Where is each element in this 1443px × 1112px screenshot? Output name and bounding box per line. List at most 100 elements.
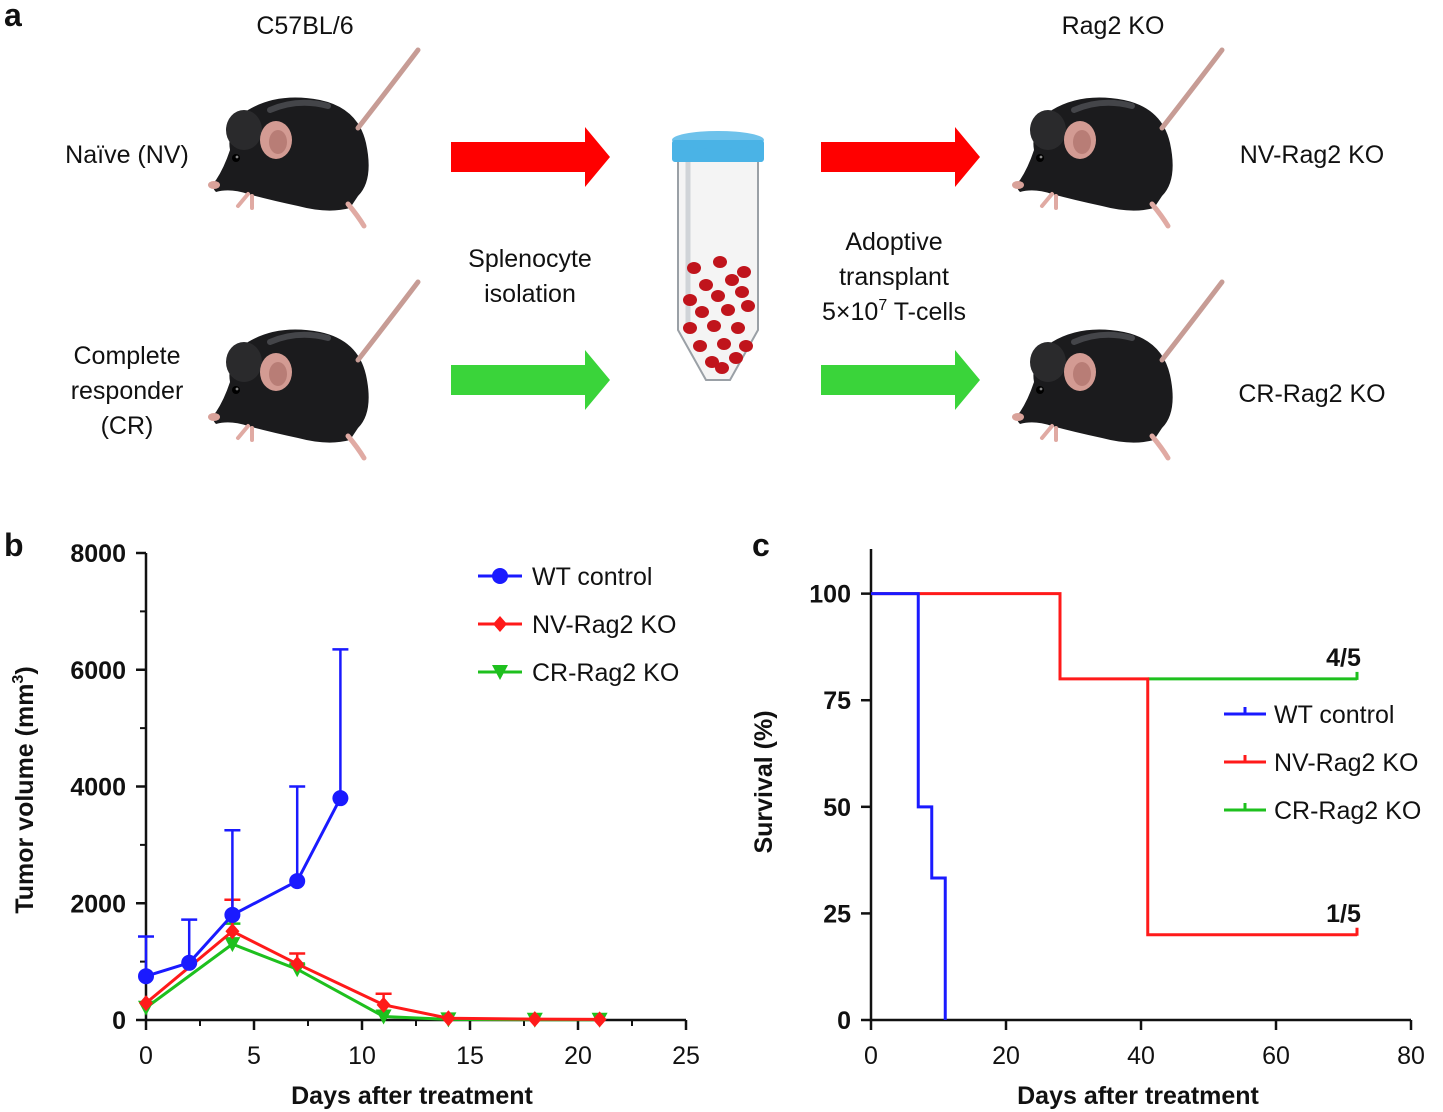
cell-6 [711,290,725,302]
b-series-nv-rag2-ko [139,898,607,1028]
cell-15 [717,338,731,350]
b-data-point [139,995,153,1012]
cell-10 [741,300,755,312]
panel-a-label: a [4,0,22,33]
b-x-tick-label: 10 [348,1042,376,1070]
b-data-point [224,937,241,953]
centrifuge-tube [672,131,764,381]
b-x-tick-label: 0 [139,1042,153,1070]
step2-line1: Adoptive [845,228,942,256]
c-y-tick-label: 25 [823,900,851,928]
recipient-group-cr-label: CR-Rag2 KO [1238,380,1385,408]
c-annotation: 4/5 [1326,644,1361,672]
c-legend-label: CR-Rag2 KO [1274,797,1421,825]
cell-0 [687,262,701,274]
b-y-tick-label: 4000 [70,774,126,802]
panel-a: a C57BL/6 Rag2 KO Naïve (NV) Complete re… [4,0,1386,458]
donor-group-nv-label: Naïve (NV) [65,141,189,169]
cell-17 [705,356,719,368]
cell-12 [707,320,721,332]
c-y-tick-label: 75 [823,687,851,715]
b-data-point [592,1011,607,1028]
donor-mouse-cr [208,282,418,458]
c-x-tick-label: 60 [1262,1042,1290,1070]
b-data-point [441,1010,456,1027]
b-x-axis-label: Days after treatment [291,1082,533,1110]
donor-group-cr-line3: (CR) [101,412,154,440]
b-x-tick-label: 15 [456,1042,484,1070]
b-y-tick-label: 8000 [70,540,126,568]
b-data-point [181,954,198,971]
panel-c-label: c [752,527,770,563]
cell-3 [699,279,713,291]
step1-line2: isolation [484,280,576,308]
c-x-axis-label: Days after treatment [1017,1082,1259,1110]
c-y-tick-label: 0 [837,1007,851,1035]
c-x-ticks: 0 20 40 60 80 [864,1020,1425,1070]
b-legend-marker [493,616,507,632]
b-data-point [224,906,241,923]
b-x-tick-label: 5 [247,1042,261,1070]
c-x-tick-label: 20 [992,1042,1020,1070]
donor-mouse-nv [208,50,418,226]
recipient-mouse-cr [1012,282,1222,458]
cell-7 [735,286,749,298]
c-x-tick-label: 40 [1127,1042,1155,1070]
recipient-strain-label: Rag2 KO [1062,12,1165,40]
cell-4 [725,274,739,286]
arrow-cr-isolation [451,350,610,410]
panel-b: b 0 5 10 15 20 25 0 2000 4000 6000 8000 Days afte… [4,527,700,1110]
c-annotation: 1/5 [1326,900,1361,928]
cell-13 [731,322,745,334]
recipient-group-nv-label: NV-Rag2 KO [1240,141,1385,169]
c-y-ticks: 0 25 50 75 100 [809,581,871,1035]
b-data-point [225,923,240,940]
donor-group-cr-line1: Complete [74,342,181,370]
panel-b-label: b [4,527,24,563]
cell-8 [695,306,709,318]
cell-1 [713,256,727,268]
b-legend-label: NV-Rag2 KO [532,611,677,639]
b-data-point [332,790,349,807]
b-legend-label: WT control [532,563,652,591]
arrow-nv-isolation [451,127,610,187]
c-survival-line-wt-control [871,592,947,1020]
step1-line1: Splenocyte [468,245,592,273]
b-data-point [138,968,154,985]
cell-9 [721,304,735,316]
b-data-point [289,873,306,890]
recipient-mouse-nv [1012,50,1222,226]
step2-line2: transplant [839,263,949,291]
b-data-point [375,1009,392,1025]
b-data-point [527,1011,542,1028]
b-series-group [138,648,608,1028]
c-y-tick-label: 100 [809,581,851,609]
c-legend-label: WT control [1274,701,1394,729]
b-series-line [145,942,600,1022]
b-data-point [290,955,305,972]
panel-c: c 0 20 40 60 80 0 25 50 75 100 Days after treatm… [750,527,1425,1110]
arrow-nv-transplant [821,127,980,187]
cell-19 [715,362,729,374]
cell-5 [683,294,697,306]
b-legend-label: CR-Rag2 KO [532,659,679,687]
donor-strain-label: C57BL/6 [256,12,353,40]
step2-dose: 5×107 T-cells [822,297,966,326]
c-y-tick-label: 50 [823,794,851,822]
cell-18 [729,352,743,364]
b-legend: WT control NV-Rag2 KO CR-Rag2 KO [478,563,679,687]
cell-14 [693,340,707,352]
b-y-tick-label: 0 [112,1007,126,1035]
c-annotations: 4/5 1/5 [1326,644,1361,928]
b-y-tick-label: 6000 [70,657,126,685]
c-x-tick-label: 0 [864,1042,878,1070]
c-series-group [871,592,1359,1020]
b-data-point [376,996,391,1013]
cell-11 [683,322,697,334]
b-y-axis-label: Tumor volume (mm3) [10,666,39,913]
c-legend: WT control NV-Rag2 KO CR-Rag2 KO [1224,701,1421,825]
b-legend-marker [492,665,508,680]
tube-cap-top [672,131,764,149]
c-legend-label: NV-Rag2 KO [1274,749,1419,777]
